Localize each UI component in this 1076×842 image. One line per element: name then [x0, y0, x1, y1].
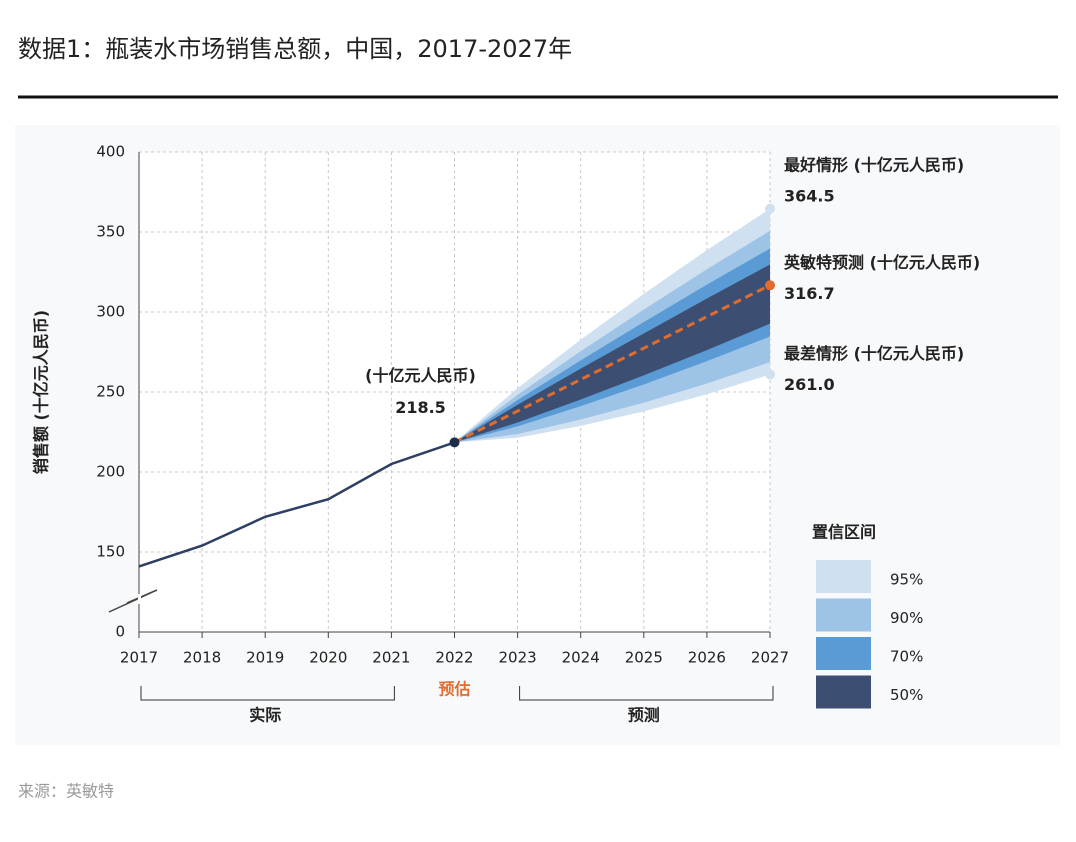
annotation-text: 最差情形 (十亿元人民币)	[784, 344, 964, 363]
x-tick-label: 2018	[183, 649, 221, 667]
legend-label: 70%	[890, 648, 923, 666]
period-label: 预估	[438, 680, 470, 699]
x-tick-label: 2019	[246, 649, 284, 667]
legend-label: 50%	[890, 686, 923, 704]
y-tick-label: 250	[96, 383, 125, 401]
y-tick-label: 200	[96, 463, 125, 481]
x-tick-label: 2020	[309, 649, 347, 667]
y-tick-label: 350	[96, 223, 125, 241]
axis-break-gap	[138, 594, 141, 604]
legend-swatch	[816, 675, 871, 709]
annotation-value: 364.5	[784, 186, 835, 205]
annotation-text: (十亿元人民币)	[365, 366, 476, 385]
x-tick-label: 2024	[562, 649, 600, 667]
y-tick-label: 300	[96, 303, 125, 321]
confidence-band	[454, 230, 770, 443]
x-tick-label: 2022	[435, 649, 473, 667]
period-bracket	[140, 686, 395, 701]
y-axis-label: 销售额 (十亿元人民币)	[32, 310, 51, 474]
x-tick-label: 2023	[499, 649, 537, 667]
legend-swatch	[816, 598, 871, 632]
annotation-text: 最好情形 (十亿元人民币)	[784, 155, 964, 174]
annotation-value: 261.0	[784, 375, 835, 394]
axis-break	[108, 589, 158, 613]
annotation-value: 218.5	[395, 398, 446, 417]
legend-label: 95%	[890, 571, 923, 589]
x-tick-label: 2025	[625, 649, 663, 667]
x-tick-label: 2021	[372, 649, 410, 667]
y-tick-label: 150	[96, 543, 125, 561]
x-tick-label: 2026	[688, 649, 726, 667]
source: 来源：英敏特	[18, 782, 114, 801]
confidence-band	[454, 248, 770, 443]
legend-swatch	[816, 560, 871, 593]
title: 数据1：瓶装水市场销售总额，中国，2017-2027年	[18, 35, 572, 63]
annotation-text: 英敏特预测 (十亿元人民币)	[783, 253, 980, 272]
legend-label: 90%	[890, 609, 923, 627]
y-tick-label: 400	[96, 143, 125, 161]
line	[453, 283, 771, 444]
period-bracket	[519, 686, 774, 701]
annotation-dot	[765, 369, 775, 380]
x-tick-label: 2017	[120, 649, 158, 667]
x-tick-label: 2027	[751, 649, 789, 667]
period-label: 预测	[628, 706, 660, 725]
period-label: 实际	[249, 706, 281, 725]
annotation-dot	[765, 203, 775, 214]
legend-title: 置信区间	[812, 523, 876, 542]
legend-swatch	[816, 637, 871, 670]
confidence-band	[454, 264, 770, 443]
line	[138, 441, 455, 568]
y-tick-label: 0	[115, 623, 125, 641]
annotation-dot	[449, 437, 460, 448]
annotation-value: 316.7	[784, 284, 835, 303]
annotation-dot	[765, 280, 775, 291]
